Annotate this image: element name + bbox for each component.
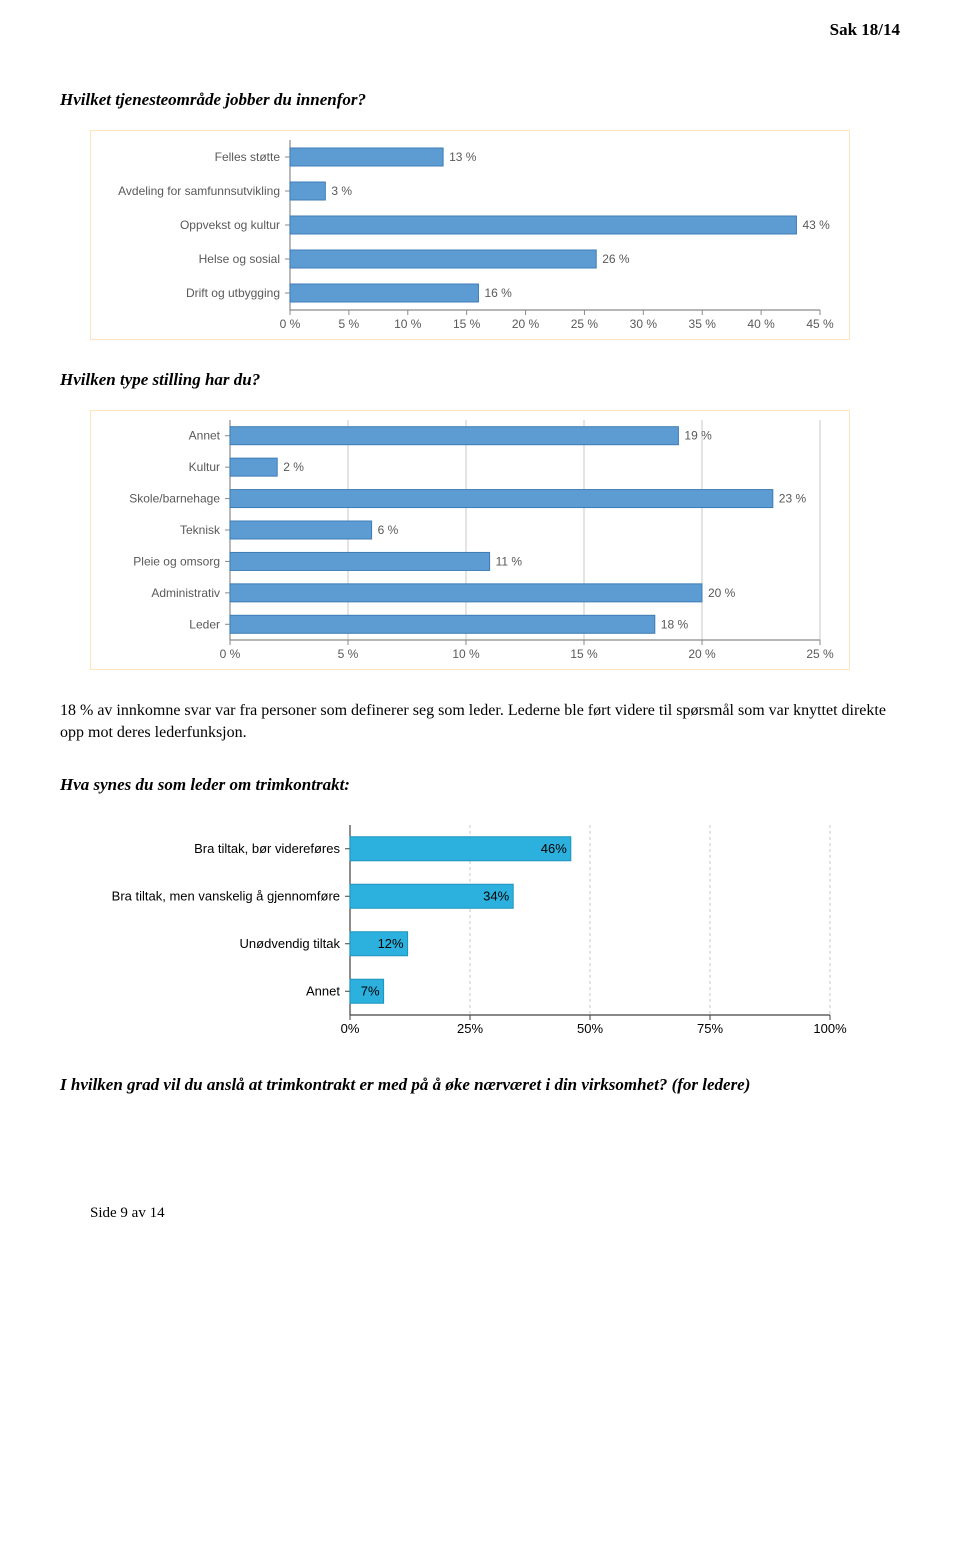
chart-1: 0 % 5 % 10 % 15 % 20 % 25 % 30 % 35 % 40 % 45 % Fe…	[90, 130, 850, 340]
svg-text:50%: 50%	[577, 1021, 603, 1036]
svg-text:15 %: 15 %	[570, 647, 598, 661]
svg-text:30 %: 30 %	[630, 317, 658, 331]
svg-text:Drift og utbygging: Drift og utbygging	[186, 286, 280, 300]
svg-text:26 %: 26 %	[602, 252, 630, 266]
svg-text:Skole/barnehage: Skole/barnehage	[129, 492, 220, 506]
svg-text:Annet: Annet	[189, 429, 221, 443]
question-4: I hvilken grad vil du anslå at trimkontr…	[60, 1075, 900, 1095]
svg-text:20 %: 20 %	[512, 317, 540, 331]
svg-text:10 %: 10 %	[452, 647, 480, 661]
case-number: Sak 18/14	[60, 20, 900, 40]
svg-text:6 %: 6 %	[378, 523, 399, 537]
svg-text:23 %: 23 %	[779, 492, 807, 506]
svg-text:20 %: 20 %	[708, 586, 736, 600]
svg-text:0 %: 0 %	[220, 647, 241, 661]
svg-text:Teknisk: Teknisk	[180, 523, 221, 537]
svg-text:11 %: 11 %	[496, 554, 523, 568]
svg-text:25%: 25%	[457, 1021, 483, 1036]
svg-text:Pleie og omsorg: Pleie og omsorg	[133, 554, 220, 568]
svg-text:Kultur: Kultur	[189, 460, 220, 474]
svg-text:5 %: 5 %	[339, 317, 360, 331]
svg-text:16 %: 16 %	[484, 286, 512, 300]
svg-text:Felles støtte: Felles støtte	[215, 150, 281, 164]
svg-text:0%: 0%	[341, 1021, 360, 1036]
question-3: Hva synes du som leder om trimkontrakt:	[60, 775, 900, 795]
chart-1-container: 0 % 5 % 10 % 15 % 20 % 25 % 30 % 35 % 40 % 45 % Fe…	[90, 130, 870, 340]
question-2: Hvilken type stilling har du?	[60, 370, 900, 390]
svg-text:Helse og sosial: Helse og sosial	[199, 252, 280, 266]
svg-text:46%: 46%	[541, 841, 567, 856]
svg-text:43 %: 43 %	[802, 218, 830, 232]
paragraph-1: 18 % av innkomne svar var fra personer s…	[60, 700, 900, 745]
svg-text:100%: 100%	[813, 1021, 847, 1036]
svg-text:75%: 75%	[697, 1021, 723, 1036]
svg-text:19 %: 19 %	[684, 429, 712, 443]
svg-text:Annet: Annet	[306, 983, 340, 998]
svg-text:0 %: 0 %	[280, 317, 301, 331]
svg-text:12%: 12%	[378, 936, 404, 951]
svg-text:Administrativ: Administrativ	[151, 586, 220, 600]
svg-text:10 %: 10 %	[394, 317, 422, 331]
page-footer: Side 9 av 14	[90, 1205, 900, 1222]
svg-text:Bra tiltak, men vanskelig å gj: Bra tiltak, men vanskelig å gjennomføre	[112, 888, 340, 903]
svg-text:Avdeling for samfunnsutvikling: Avdeling for samfunnsutvikling	[118, 184, 280, 198]
svg-text:25 %: 25 %	[571, 317, 599, 331]
svg-text:Leder: Leder	[189, 617, 220, 631]
chart-2: 0 % 5 % 10 % 15 % 20 % 25 % Annet 19 % Kultur 2 %…	[90, 410, 850, 670]
svg-text:13 %: 13 %	[449, 150, 477, 164]
svg-text:2 %: 2 %	[283, 460, 304, 474]
question-1: Hvilket tjenesteområde jobber du innenfo…	[60, 90, 900, 110]
svg-text:34%: 34%	[483, 888, 509, 903]
svg-text:18 %: 18 %	[661, 617, 689, 631]
svg-text:25 %: 25 %	[806, 647, 834, 661]
svg-text:3 %: 3 %	[331, 184, 352, 198]
svg-text:20 %: 20 %	[688, 647, 716, 661]
svg-text:45 %: 45 %	[806, 317, 834, 331]
svg-text:Unødvendig tiltak: Unødvendig tiltak	[240, 936, 341, 951]
chart-2-container: 0 % 5 % 10 % 15 % 20 % 25 % Annet 19 % Kultur 2 %…	[90, 410, 870, 670]
chart-3: 0% 25% 50% 75% 100% Bra tiltak, bør viderefør…	[90, 815, 850, 1045]
svg-text:15 %: 15 %	[453, 317, 481, 331]
svg-text:40 %: 40 %	[747, 317, 775, 331]
svg-text:7%: 7%	[361, 983, 380, 998]
svg-text:5 %: 5 %	[338, 647, 359, 661]
svg-text:35 %: 35 %	[689, 317, 717, 331]
svg-text:Bra tiltak, bør videreføres: Bra tiltak, bør videreføres	[194, 841, 340, 856]
svg-text:Oppvekst og kultur: Oppvekst og kultur	[180, 218, 280, 232]
chart-3-container: 0% 25% 50% 75% 100% Bra tiltak, bør viderefør…	[90, 815, 870, 1045]
